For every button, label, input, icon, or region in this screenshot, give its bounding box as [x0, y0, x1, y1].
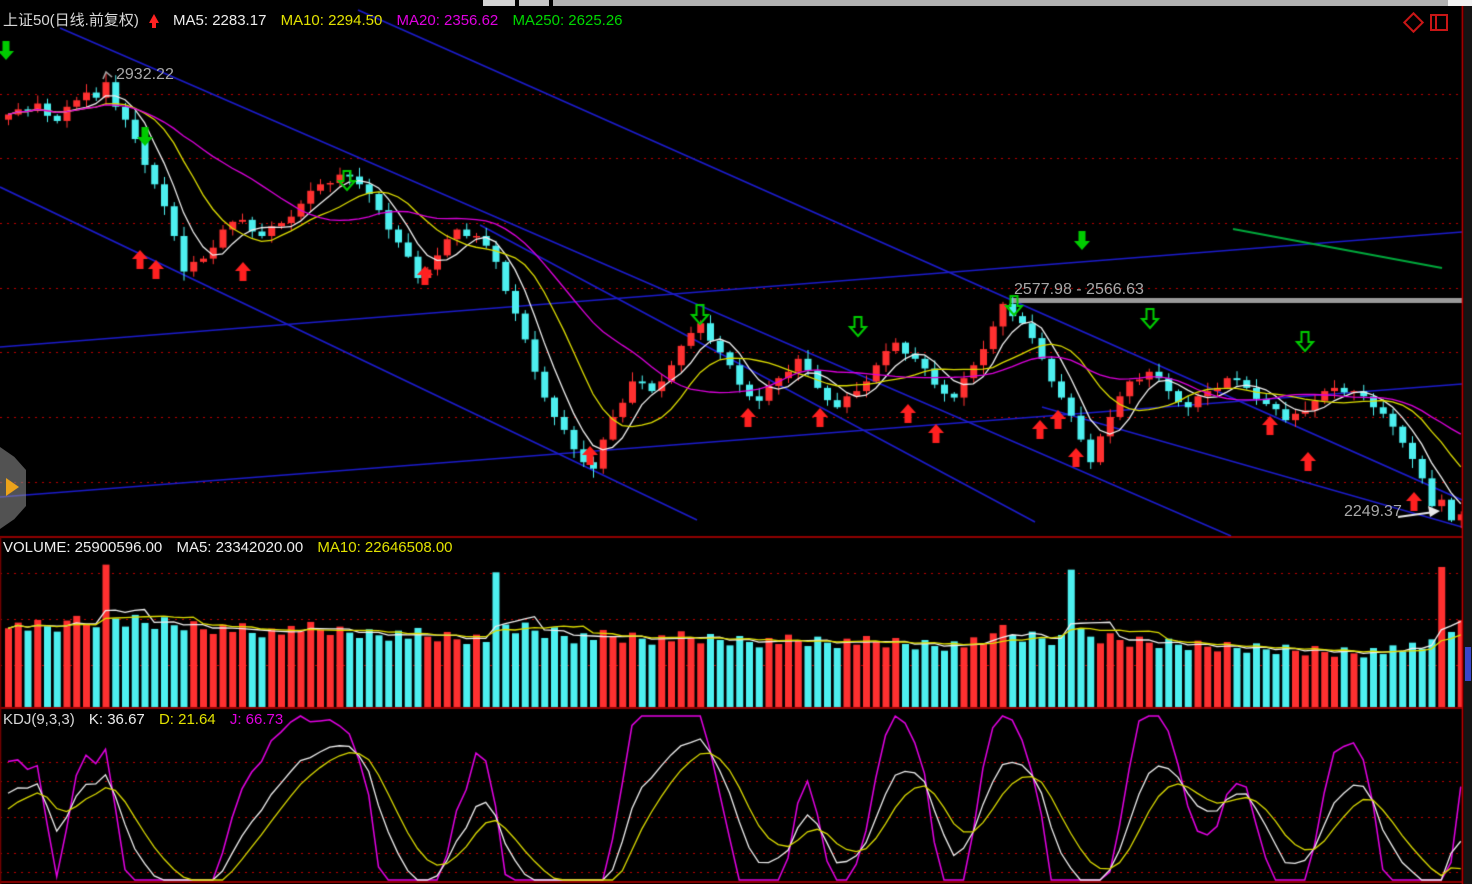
gap-range-label: 2577.98 - 2566.63	[1014, 281, 1144, 298]
ma5-readout: MA5: 2283.17	[173, 12, 267, 29]
right-edge-scroll-thumb[interactable]	[1465, 647, 1471, 681]
volume-header: VOLUME: 25900596.00 MA5: 23342020.00 MA1…	[3, 539, 463, 556]
window-split-icon[interactable]	[1430, 14, 1448, 31]
kdj-header: KDJ(9,3,3) K: 36.67 D: 21.64 J: 66.73	[3, 711, 293, 728]
volume-ma5-readout: MA5: 23342020.00	[176, 539, 304, 556]
kdj-d-readout: D: 21.64	[158, 711, 216, 728]
ma20-readout: MA20: 2356.62	[396, 12, 499, 29]
kdj-k-readout: K: 36.67	[88, 711, 145, 728]
volume-ma10-readout: MA10: 22646508.00	[317, 539, 453, 556]
toolbar-segment	[519, 0, 549, 6]
window-top-strip	[0, 0, 1472, 6]
expand-arrow-icon	[6, 478, 19, 496]
trend-up-icon	[148, 14, 159, 28]
right-edge-strip	[1464, 0, 1472, 884]
latest-price-label: 2249.37	[1344, 503, 1402, 520]
toolbar-segment	[1448, 0, 1472, 6]
volume-readout: VOLUME: 25900596.00	[3, 539, 163, 556]
ma250-readout: MA250: 2625.26	[512, 12, 623, 29]
high-price-label: 2932.22	[116, 66, 174, 83]
main-chart-header: 上证50(日线.前复权) MA5: 2283.17 MA10: 2294.50 …	[3, 9, 633, 30]
toolbar-segment	[483, 0, 515, 6]
kdj-title: KDJ(9,3,3)	[3, 711, 75, 728]
toolbar-segment	[553, 0, 1448, 6]
ma10-readout: MA10: 2294.50	[280, 12, 383, 29]
kdj-j-readout: J: 66.73	[229, 711, 284, 728]
stock-title: 上证50(日线.前复权)	[3, 12, 139, 29]
